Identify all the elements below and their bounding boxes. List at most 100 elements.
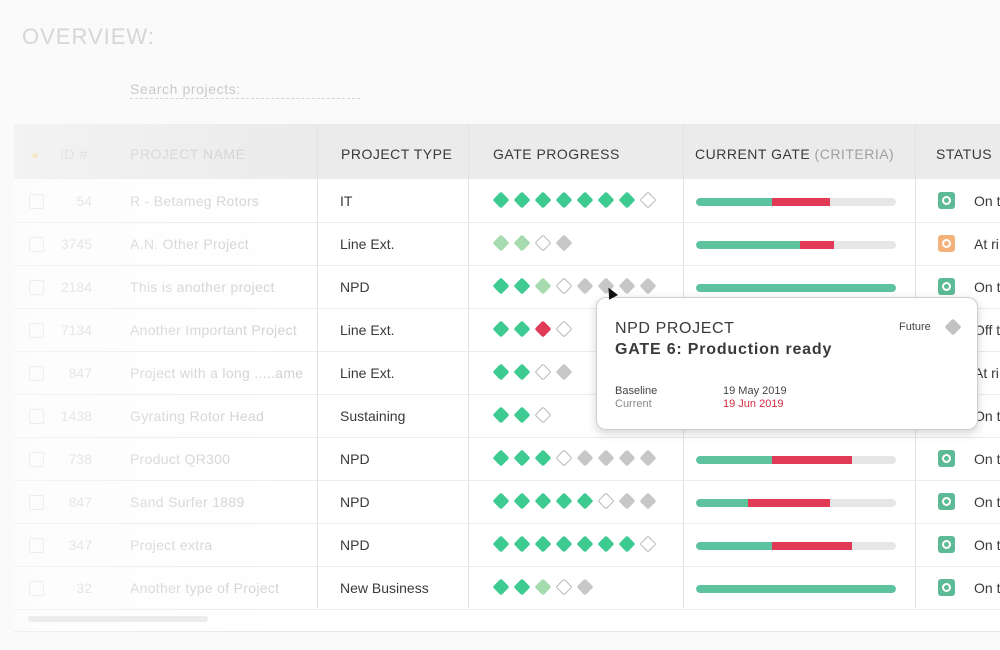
- gate-open-diamond-icon[interactable]: [534, 406, 552, 424]
- gate-done-diamond-icon[interactable]: [513, 492, 531, 510]
- gate-future-diamond-icon[interactable]: [639, 449, 657, 467]
- star-icon[interactable]: ★: [30, 150, 41, 162]
- gate-done-diamond-icon[interactable]: [576, 535, 594, 553]
- gate-future-diamond-icon[interactable]: [576, 449, 594, 467]
- gate-open-diamond-icon[interactable]: [534, 363, 552, 381]
- gate-done-diamond-icon[interactable]: [618, 191, 636, 209]
- project-name[interactable]: A.N. Other Project: [130, 236, 249, 252]
- gate-done-diamond-icon[interactable]: [492, 578, 510, 596]
- gate-done-diamond-icon[interactable]: [492, 449, 510, 467]
- gate-future-diamond-icon[interactable]: [555, 234, 573, 252]
- gate-open-diamond-icon[interactable]: [597, 492, 615, 510]
- row-checkbox[interactable]: [29, 452, 44, 467]
- status-text: On t: [974, 494, 1000, 510]
- gate-done-diamond-icon[interactable]: [513, 578, 531, 596]
- gate-future-diamond-icon[interactable]: [639, 492, 657, 510]
- gate-partial-diamond-icon[interactable]: [534, 277, 552, 295]
- table-row[interactable]: 738 Product QR300 NPD On t: [14, 437, 1000, 481]
- row-checkbox[interactable]: [29, 280, 44, 295]
- row-checkbox[interactable]: [29, 495, 44, 510]
- gate-done-diamond-icon[interactable]: [492, 363, 510, 381]
- column-header-status[interactable]: STATUS: [936, 146, 993, 162]
- row-checkbox[interactable]: [29, 409, 44, 424]
- table-row[interactable]: 54 R - Betameg Rotors IT On t: [14, 179, 1000, 223]
- table-header: ★ ID # PROJECT NAME PROJECT TYPE GATE PR…: [14, 124, 1000, 179]
- table-row[interactable]: 32 Another type of Project New Business On …: [14, 566, 1000, 610]
- table-row[interactable]: 847 Sand Surfer 1889 NPD On t: [14, 480, 1000, 524]
- gate-future-diamond-icon[interactable]: [618, 277, 636, 295]
- gate-done-diamond-icon[interactable]: [555, 191, 573, 209]
- gate-done-diamond-icon[interactable]: [492, 406, 510, 424]
- gate-done-diamond-icon[interactable]: [513, 406, 531, 424]
- gate-future-diamond-icon[interactable]: [618, 449, 636, 467]
- gate-partial-diamond-icon[interactable]: [492, 234, 510, 252]
- gate-done-diamond-icon[interactable]: [597, 535, 615, 553]
- column-header-current-gate[interactable]: CURRENT GATE (CRITERIA): [695, 124, 894, 179]
- gate-partial-diamond-icon[interactable]: [513, 234, 531, 252]
- gate-done-diamond-icon[interactable]: [534, 535, 552, 553]
- horizontal-scrollbar[interactable]: [28, 616, 208, 622]
- gate-late-diamond-icon[interactable]: [534, 320, 552, 338]
- gate-done-diamond-icon[interactable]: [492, 492, 510, 510]
- gate-done-diamond-icon[interactable]: [534, 191, 552, 209]
- gate-done-diamond-icon[interactable]: [618, 535, 636, 553]
- project-name[interactable]: R - Betameg Rotors: [130, 193, 260, 209]
- gate-done-diamond-icon[interactable]: [534, 449, 552, 467]
- gate-done-diamond-icon[interactable]: [513, 363, 531, 381]
- gate-done-diamond-icon[interactable]: [513, 277, 531, 295]
- table-row[interactable]: 347 Project extra NPD On t: [14, 523, 1000, 567]
- gate-done-diamond-icon[interactable]: [492, 320, 510, 338]
- gate-future-diamond-icon[interactable]: [576, 578, 594, 596]
- column-header-gate-progress[interactable]: GATE PROGRESS: [493, 146, 620, 162]
- gate-future-diamond-icon[interactable]: [618, 492, 636, 510]
- gate-done-diamond-icon[interactable]: [513, 320, 531, 338]
- gate-done-diamond-icon[interactable]: [555, 492, 573, 510]
- gate-done-diamond-icon[interactable]: [513, 449, 531, 467]
- row-checkbox[interactable]: [29, 538, 44, 553]
- status-text: At ri: [974, 365, 999, 381]
- project-name[interactable]: Gyrating Rotor Head: [130, 408, 265, 424]
- project-name[interactable]: Project extra: [130, 537, 213, 553]
- gate-open-diamond-icon[interactable]: [639, 191, 657, 209]
- gate-future-diamond-icon[interactable]: [639, 277, 657, 295]
- gate-done-diamond-icon[interactable]: [576, 191, 594, 209]
- gate-future-diamond-icon[interactable]: [576, 277, 594, 295]
- gate-done-diamond-icon[interactable]: [513, 191, 531, 209]
- project-name[interactable]: Sand Surfer 1889: [130, 494, 245, 510]
- project-name[interactable]: Project with a long .....ame: [130, 365, 304, 381]
- gate-future-diamond-icon[interactable]: [555, 363, 573, 381]
- gate-future-diamond-icon[interactable]: [597, 449, 615, 467]
- row-checkbox[interactable]: [29, 581, 44, 596]
- column-header-project-type[interactable]: PROJECT TYPE: [341, 146, 453, 162]
- gate-open-diamond-icon[interactable]: [555, 320, 573, 338]
- gate-open-diamond-icon[interactable]: [639, 535, 657, 553]
- column-header-id[interactable]: ID #: [60, 146, 88, 162]
- project-name[interactable]: Product QR300: [130, 451, 231, 467]
- gate-partial-diamond-icon[interactable]: [534, 578, 552, 596]
- row-checkbox[interactable]: [29, 237, 44, 252]
- gate-open-diamond-icon[interactable]: [534, 234, 552, 252]
- criteria-late-fill: [748, 499, 830, 507]
- gate-done-diamond-icon[interactable]: [555, 535, 573, 553]
- project-name[interactable]: Another Important Project: [130, 322, 298, 338]
- row-checkbox[interactable]: [29, 366, 44, 381]
- table-row[interactable]: 3745 A.N. Other Project Line Ext. At ri: [14, 222, 1000, 266]
- gate-done-diamond-icon[interactable]: [492, 535, 510, 553]
- gate-done-diamond-icon[interactable]: [492, 191, 510, 209]
- criteria-progress-bar: [696, 241, 896, 249]
- gate-open-diamond-icon[interactable]: [555, 277, 573, 295]
- project-name[interactable]: Another type of Project: [130, 580, 280, 596]
- gate-done-diamond-icon[interactable]: [492, 277, 510, 295]
- project-name[interactable]: This is another project: [130, 279, 275, 295]
- gate-done-diamond-icon[interactable]: [597, 191, 615, 209]
- gate-open-diamond-icon[interactable]: [555, 449, 573, 467]
- gate-done-diamond-icon[interactable]: [513, 535, 531, 553]
- gate-done-diamond-icon[interactable]: [576, 492, 594, 510]
- status-text: On t: [974, 537, 1000, 553]
- gate-done-diamond-icon[interactable]: [534, 492, 552, 510]
- row-checkbox[interactable]: [29, 323, 44, 338]
- search-input[interactable]: [130, 98, 360, 99]
- row-checkbox[interactable]: [29, 194, 44, 209]
- gate-open-diamond-icon[interactable]: [555, 578, 573, 596]
- column-header-project-name[interactable]: PROJECT NAME: [130, 146, 246, 162]
